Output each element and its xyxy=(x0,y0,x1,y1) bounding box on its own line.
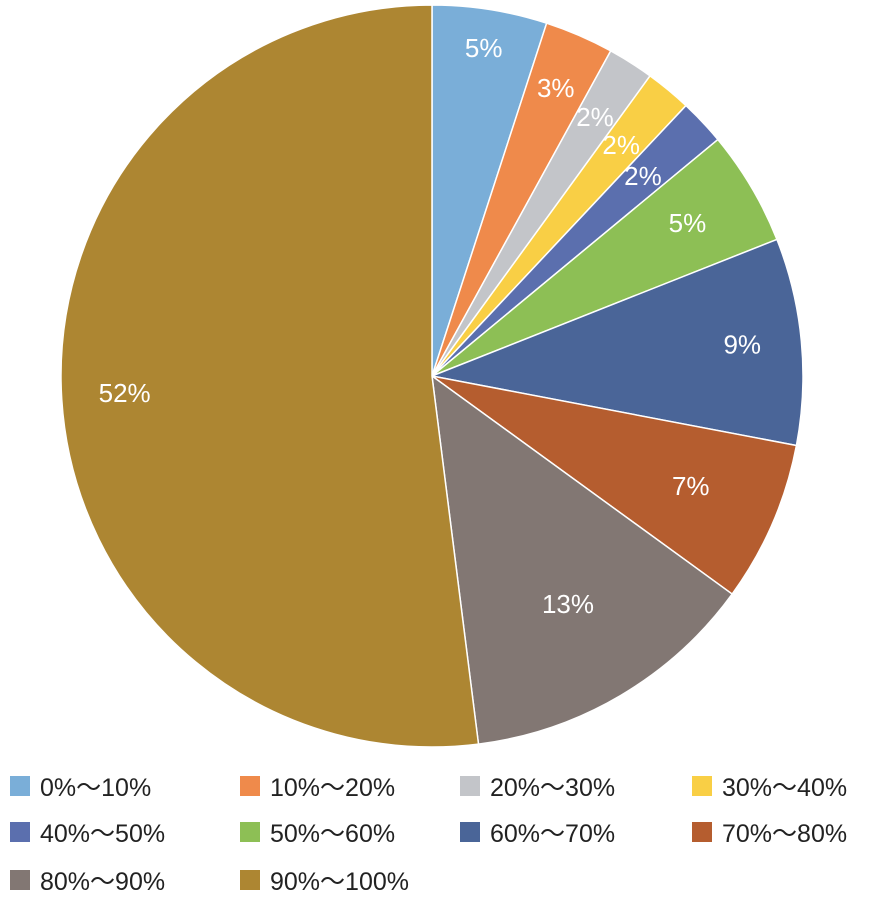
legend-label: 50%～60% xyxy=(270,820,396,848)
pie-slice xyxy=(60,4,480,748)
data-label: 52% xyxy=(99,378,151,408)
pie-slices xyxy=(60,4,804,748)
legend-item: 70%～80% xyxy=(692,816,847,848)
legend-item: 80%～90% xyxy=(10,864,165,896)
legend-item: 30%～40% xyxy=(692,770,847,802)
pie-slice xyxy=(429,238,804,447)
legend-swatch xyxy=(240,822,260,842)
legend-label: 90%～100% xyxy=(270,868,409,896)
legend-label: 0%～10% xyxy=(40,774,152,802)
legend-item: 50%～60% xyxy=(240,816,395,848)
legend-swatch xyxy=(460,776,480,796)
data-label: 5% xyxy=(669,208,707,238)
legend-swatch xyxy=(692,776,712,796)
pie-slice xyxy=(431,374,734,745)
legend-swatch xyxy=(240,870,260,890)
data-label: 7% xyxy=(672,471,710,501)
legend-label: 60%～70% xyxy=(490,820,616,848)
legend-swatch xyxy=(10,822,30,842)
legend-item: 10%～20% xyxy=(240,770,395,802)
legend-item: 0%～10% xyxy=(10,770,151,802)
data-label: 3% xyxy=(537,73,575,103)
data-label: 5% xyxy=(465,33,503,63)
legend-label: 80%～90% xyxy=(40,868,166,896)
data-label: 2% xyxy=(602,130,640,160)
legend-swatch xyxy=(10,870,30,890)
legend-swatch xyxy=(240,776,260,796)
data-label: 2% xyxy=(624,161,662,191)
legend-item: 20%～30% xyxy=(460,770,615,802)
pie-chart: 5%3%2%2%2%5%9%7%13%52% xyxy=(60,4,804,748)
data-label: 13% xyxy=(542,589,594,619)
legend-label: 40%～50% xyxy=(40,820,166,848)
legend-item: 60%～70% xyxy=(460,816,615,848)
legend-label: 20%～30% xyxy=(490,774,616,802)
legend-item: 90%～100% xyxy=(240,864,409,896)
legend-label: 30%～40% xyxy=(722,774,848,802)
legend-label: 10%～20% xyxy=(270,774,396,802)
legend-label: 70%～80% xyxy=(722,820,848,848)
pie-data-labels: 5%3%2%2%2%5%9%7%13%52% xyxy=(99,33,761,619)
data-label: 2% xyxy=(576,102,614,132)
legend-swatch xyxy=(10,776,30,796)
data-label: 9% xyxy=(723,330,761,360)
legend-item: 40%～50% xyxy=(10,816,165,848)
legend-swatch xyxy=(692,822,712,842)
pie-slice xyxy=(431,375,798,596)
legend-swatch xyxy=(460,822,480,842)
